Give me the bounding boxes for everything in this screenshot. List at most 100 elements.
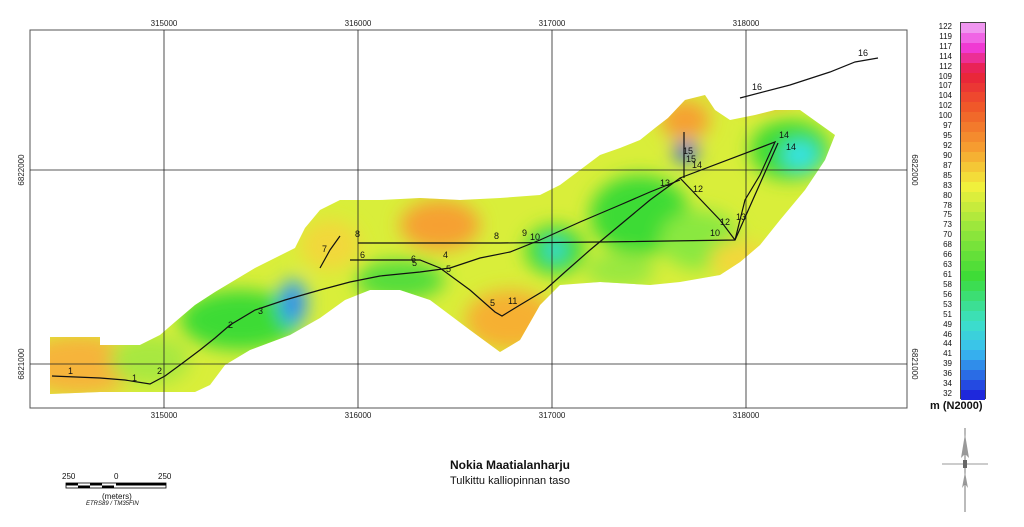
legend-value-label: 32 bbox=[943, 389, 952, 399]
color-legend: 122 119 117 114 112 109 107 104 102 100 97 95 92 90 87… bbox=[930, 22, 1016, 412]
legend-value-label: 73 bbox=[943, 220, 952, 230]
legend-value-label: 100 bbox=[938, 111, 952, 121]
legend-value-label: 80 bbox=[943, 190, 952, 200]
line-label: 1 bbox=[68, 366, 73, 376]
legend-value-label: 44 bbox=[943, 339, 952, 349]
legend-swatch bbox=[961, 161, 985, 173]
line-label: 7 bbox=[322, 244, 327, 254]
legend-value-label: 87 bbox=[943, 160, 952, 170]
y-tick-label: 6821000 bbox=[17, 348, 26, 380]
legend-swatch bbox=[961, 23, 985, 34]
line-label: 2 bbox=[157, 366, 162, 376]
legend-unit: m (N2000) bbox=[930, 400, 983, 412]
scale-label-zero: 0 bbox=[114, 472, 119, 481]
legend-value-label: 95 bbox=[943, 131, 952, 141]
scale-unit: (meters) bbox=[102, 492, 132, 501]
legend-value-label: 61 bbox=[943, 269, 952, 279]
legend-value-label: 119 bbox=[939, 31, 952, 41]
legend-value-label: 39 bbox=[943, 359, 952, 369]
legend-swatch bbox=[961, 310, 985, 322]
legend-swatch bbox=[961, 280, 985, 292]
scale-label-right: 250 bbox=[158, 472, 172, 481]
legend-swatch bbox=[961, 62, 985, 74]
title-block: Nokia Maatialanharju Tulkittu kalliopinn… bbox=[380, 458, 640, 487]
line-labels: 1 1 2 2 3 4 5 5 5 6 6 7 8 8 9 10 10 11 1… bbox=[68, 48, 868, 383]
line-label: 16 bbox=[752, 82, 762, 92]
line-label: 4 bbox=[443, 250, 448, 260]
legend-swatch bbox=[961, 231, 985, 242]
legend-value-label: 109 bbox=[938, 71, 952, 81]
legend-swatch bbox=[961, 360, 985, 371]
legend-swatch bbox=[961, 142, 985, 153]
line-label: 10 bbox=[530, 232, 540, 242]
map-subtitle: Tulkittu kalliopinnan taso bbox=[449, 475, 571, 487]
line-label: 10 bbox=[710, 228, 720, 238]
legend-value-label: 49 bbox=[943, 319, 952, 329]
line-label: 14 bbox=[786, 142, 796, 152]
y-tick-label: 6821000 bbox=[910, 348, 919, 380]
legend-value-label: 83 bbox=[943, 180, 952, 190]
legend-value-label: 36 bbox=[943, 369, 952, 379]
legend-swatch bbox=[961, 221, 985, 232]
legend-swatch bbox=[961, 350, 985, 361]
legend-swatch bbox=[961, 251, 985, 262]
map-title: Nokia Maatialanharju bbox=[449, 458, 571, 472]
x-tick-label: 317000 bbox=[539, 411, 566, 420]
line-label: 13 bbox=[736, 212, 746, 222]
scale-bar-graphic bbox=[65, 482, 167, 489]
legend-swatch bbox=[961, 271, 985, 282]
legend-value-label: 117 bbox=[939, 41, 952, 51]
x-tick-label: 316000 bbox=[345, 19, 372, 28]
north-arrow-icon bbox=[942, 428, 988, 512]
y-tick-label: 6822000 bbox=[17, 154, 26, 186]
line-label: 6 bbox=[360, 250, 365, 260]
x-tick-label: 315000 bbox=[151, 411, 178, 420]
legend-value-label: 41 bbox=[943, 349, 952, 359]
legend-color-bar bbox=[960, 22, 986, 401]
legend-value-label: 112 bbox=[939, 61, 952, 71]
legend-value-label: 85 bbox=[943, 170, 952, 180]
legend-swatch bbox=[961, 191, 985, 203]
line-label: 9 bbox=[522, 228, 527, 238]
legend-value-label: 107 bbox=[938, 81, 952, 91]
legend-value-label: 66 bbox=[943, 250, 952, 260]
legend-swatch bbox=[961, 261, 985, 272]
line-label: 14 bbox=[692, 160, 702, 170]
line-label: 2 bbox=[228, 320, 233, 330]
x-tick-label: 318000 bbox=[733, 19, 760, 28]
legend-swatch bbox=[961, 102, 985, 113]
legend-value-label: 102 bbox=[938, 101, 952, 111]
legend-swatch bbox=[961, 290, 985, 302]
legend-value-label: 53 bbox=[943, 299, 952, 309]
x-axis-top: 315000 316000 317000 318000 bbox=[151, 19, 760, 28]
legend-swatch bbox=[961, 72, 985, 83]
line-label: 6 bbox=[411, 254, 416, 264]
legend-value-label: 90 bbox=[943, 150, 952, 160]
line-label: 5 bbox=[490, 298, 495, 308]
grid bbox=[30, 30, 907, 408]
legend-swatch bbox=[961, 171, 985, 183]
legend-swatch bbox=[961, 330, 985, 341]
legend-swatch bbox=[961, 151, 985, 163]
legend-swatch bbox=[961, 181, 985, 193]
line-label: 14 bbox=[779, 130, 789, 140]
line-label: 5 bbox=[446, 264, 451, 274]
legend-value-label: 46 bbox=[943, 329, 952, 339]
legend-swatch bbox=[961, 132, 985, 143]
x-tick-label: 318000 bbox=[733, 411, 760, 420]
legend-value-label: 58 bbox=[943, 279, 952, 289]
line-label: 8 bbox=[355, 229, 360, 239]
legend-value-label: 104 bbox=[938, 91, 952, 101]
x-tick-label: 317000 bbox=[539, 19, 566, 28]
scale-bar: 250 0 250 (meters) ETRS89 / TM35FIN bbox=[50, 470, 190, 510]
line-label: 15 bbox=[686, 154, 696, 164]
line-label: 3 bbox=[258, 306, 263, 316]
x-tick-label: 315000 bbox=[151, 19, 178, 28]
legend-swatch bbox=[961, 241, 985, 252]
legend-swatch bbox=[961, 320, 985, 332]
y-axis-right: 6821000 6822000 bbox=[910, 154, 919, 380]
scale-crs: ETRS89 / TM35FIN bbox=[86, 501, 139, 507]
legend-swatch bbox=[961, 390, 985, 401]
legend-swatch bbox=[961, 32, 985, 44]
